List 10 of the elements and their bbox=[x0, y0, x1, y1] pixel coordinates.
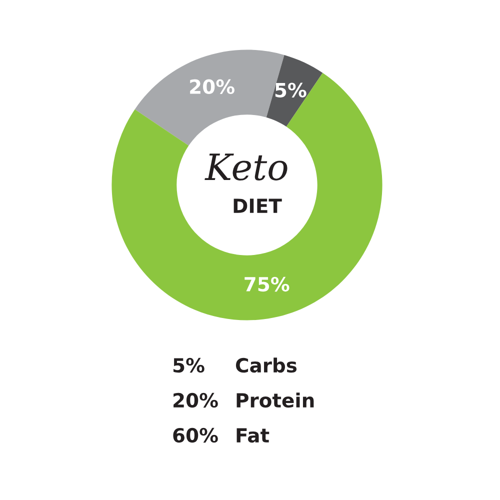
data-label: 75% bbox=[244, 276, 290, 292]
data-label: 5% bbox=[275, 82, 306, 98]
text: DIET bbox=[234, 198, 282, 213]
text: 20% Protein bbox=[174, 392, 314, 408]
text: Keto bbox=[204, 154, 288, 180]
donut-slice bbox=[112, 72, 382, 320]
text: 5% Carbs bbox=[174, 358, 297, 373]
donut-slice bbox=[266, 54, 323, 127]
text: 60% Fat bbox=[173, 428, 270, 443]
data-label: 20% bbox=[190, 79, 234, 94]
